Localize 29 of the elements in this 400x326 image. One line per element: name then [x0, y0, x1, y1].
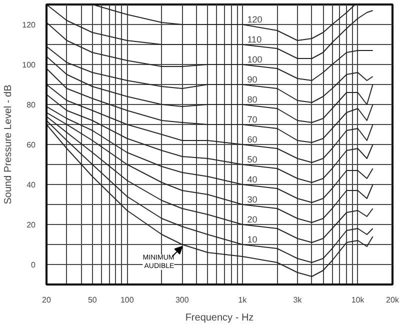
series-label: 20 [247, 214, 258, 224]
series-label: 70 [247, 114, 258, 124]
y-tick-label: 40 [26, 180, 36, 190]
x-tick-label: 3k [293, 296, 303, 304]
series-label: 80 [247, 94, 258, 104]
series-label: 120 [247, 14, 262, 24]
y-tick-label: 60 [26, 140, 36, 150]
series-label: 30 [247, 194, 258, 204]
series-label: 90 [247, 74, 258, 84]
y-tick-label: 100 [22, 60, 36, 70]
series-label: 100 [247, 54, 262, 64]
x-tick-label: 10k [351, 296, 366, 304]
y-tick-label: 120 [22, 20, 36, 30]
x-tick-label: 100 [120, 296, 134, 304]
series-label: 50 [247, 154, 258, 164]
y-axis-title: Sound Pressure Level - dB [3, 84, 14, 204]
series-label: 10 [247, 234, 258, 244]
x-tick-label: 1k [238, 296, 248, 304]
x-tick-label: 20 [42, 296, 52, 304]
series-label: 40 [247, 174, 258, 184]
y-tick-label: 0 [31, 260, 36, 270]
x-tick-label: 20k [386, 296, 400, 304]
series-label: 110 [247, 34, 262, 44]
y-tick-label: 80 [26, 100, 36, 110]
series-label: 60 [247, 134, 258, 144]
y-tick-label: 20 [26, 220, 36, 230]
x-axis-title: Frequency - Hz [185, 312, 254, 324]
x-tick-label: 50 [88, 296, 98, 304]
x-tick-label: 300 [175, 296, 190, 304]
